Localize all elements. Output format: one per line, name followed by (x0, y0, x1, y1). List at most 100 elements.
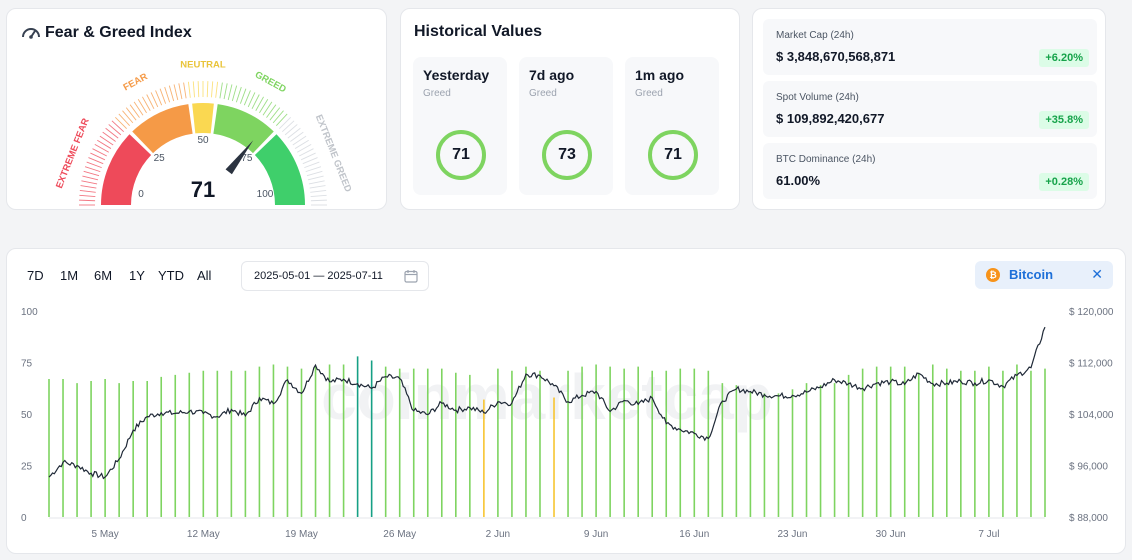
x-tick-label: 30 Jun (876, 529, 906, 540)
gauge-tick (304, 161, 320, 169)
market-cap-row: Market Cap (24h) $ 3,848,670,568,871 +6.… (763, 19, 1097, 75)
history-chart-card: 7D 1M 6M 1Y YTD All 2025-05-01 — 2025-07… (6, 248, 1126, 554)
gauge-tick (122, 110, 134, 124)
gauge-tick (142, 96, 151, 111)
historical-title: Historical Values (414, 23, 543, 40)
gauge-tick (168, 85, 175, 102)
gauge-tick (307, 175, 324, 181)
gauge-tick (105, 127, 119, 139)
history-value: 71 (452, 146, 470, 163)
market-value: $ 3,848,670,568,871 (776, 49, 896, 64)
gauge-zone-label: NEUTRAL (180, 60, 226, 71)
gauge-tick (309, 185, 326, 189)
y-left-tick-label: 25 (21, 462, 33, 473)
historical-values-card: Historical Values Yesterday Greed 71 7d … (400, 8, 740, 210)
gauge-tick (84, 166, 101, 173)
gauge-tick (292, 135, 307, 146)
gauge-tick (90, 152, 106, 161)
change-badge: +35.8% (1039, 111, 1089, 129)
close-icon[interactable]: ✕ (1091, 266, 1103, 282)
gauge-tick (308, 180, 325, 185)
history-1m: 1m ago Greed 71 (625, 57, 719, 195)
gauge-tick (219, 82, 223, 99)
coin-name: Bitcoin (1009, 267, 1054, 282)
coin-selector[interactable]: ₿ Bitcoin ✕ (975, 261, 1113, 289)
range-6m-button[interactable]: 6M (94, 268, 113, 283)
range-7d-button[interactable]: 7D (27, 268, 44, 283)
gauge-tick (284, 124, 298, 136)
gauge-tick (80, 185, 97, 189)
gauge-value: 71 (191, 177, 215, 202)
gauge-segment (254, 134, 305, 205)
gauge-tick (192, 81, 195, 98)
history-value: 71 (664, 146, 682, 163)
gauge-tick (269, 107, 281, 121)
gauge-tick (94, 144, 109, 153)
gauge-tick (255, 96, 264, 111)
gauge-tick (99, 135, 114, 146)
gauge-icon (22, 28, 40, 39)
gauge-tick (82, 175, 99, 181)
gauge-tick (310, 194, 327, 197)
fear-greed-price-chart: 0 25 50 75 100 $ 88,000 $ 96,000 $ 104,000 $ 112… (21, 307, 1114, 540)
gauge-needle (225, 140, 254, 175)
gauge-tick (206, 81, 209, 98)
gauge-tick (108, 124, 122, 136)
market-label: Market Cap (24h) (776, 30, 854, 41)
gauge-tick (159, 88, 167, 104)
history-value: 73 (558, 146, 576, 163)
gauge-tick (133, 101, 144, 116)
gauge-tick (259, 99, 269, 114)
gauge-tick (92, 148, 107, 157)
gauge-tick (97, 139, 112, 149)
history-status: Greed (529, 88, 557, 99)
gauge-scale-label: 50 (197, 135, 209, 146)
x-tick-label: 9 Jun (584, 529, 608, 540)
history-status: Greed (635, 88, 663, 99)
history-label: 7d ago (529, 67, 575, 83)
date-range-picker[interactable]: 2025-05-01 — 2025-07-11 (241, 261, 429, 291)
y-right-tick-label: $ 88,000 (1069, 513, 1108, 524)
gauge-tick (178, 83, 183, 100)
x-tick-label: 16 Jun (679, 529, 709, 540)
x-tick-label: 5 May (91, 529, 118, 540)
gauge-tick (297, 144, 312, 153)
gauge-tick (251, 94, 260, 109)
gauge-tick (279, 117, 291, 129)
price-line (48, 326, 1046, 480)
x-tick-label: 7 Jul (978, 529, 999, 540)
range-1y-button[interactable]: 1Y (129, 268, 145, 283)
range-ytd-button[interactable]: YTD (158, 268, 184, 283)
x-tick-label: 26 May (383, 529, 416, 540)
fear-greed-card: Fear & Greed Index EXTREME FEAR FEAR NEUTR… (6, 8, 387, 210)
gauge-tick (211, 81, 214, 98)
btc-dominance-row: BTC Dominance (24h) 61.00% +0.28% (763, 143, 1097, 199)
gauge-tick (272, 110, 284, 124)
gauge-zone-label: GREED (253, 69, 288, 95)
y-right-tick-label: $ 104,000 (1069, 410, 1114, 421)
gauge-tick (111, 120, 124, 133)
gauge-zone-label: EXTREME FEAR (54, 117, 92, 190)
gauge-tick (125, 107, 137, 121)
x-tick-label: 12 May (187, 529, 220, 540)
gauge-tick (164, 86, 171, 103)
gauge-tick (235, 86, 242, 103)
change-badge: +0.28% (1039, 173, 1089, 191)
history-status: Greed (423, 88, 451, 99)
gauge-tick (79, 199, 96, 202)
calendar-icon (404, 270, 418, 283)
gauge-tick (310, 189, 327, 193)
gauge-tick (223, 83, 228, 100)
range-1m-button[interactable]: 1M (60, 268, 79, 283)
bitcoin-icon: ₿ (986, 268, 1000, 282)
range-all-button[interactable]: All (197, 268, 212, 283)
x-tick-label: 2 Jun (486, 529, 510, 540)
history-7d: 7d ago Greed 73 (519, 57, 613, 195)
gauge-tick (239, 88, 247, 104)
gauge-segment (192, 103, 214, 134)
gauge-tick (81, 180, 98, 185)
gauge-scale-label: 75 (241, 153, 253, 164)
market-value: 61.00% (776, 173, 821, 188)
gauge-scale-label: 100 (257, 189, 274, 200)
